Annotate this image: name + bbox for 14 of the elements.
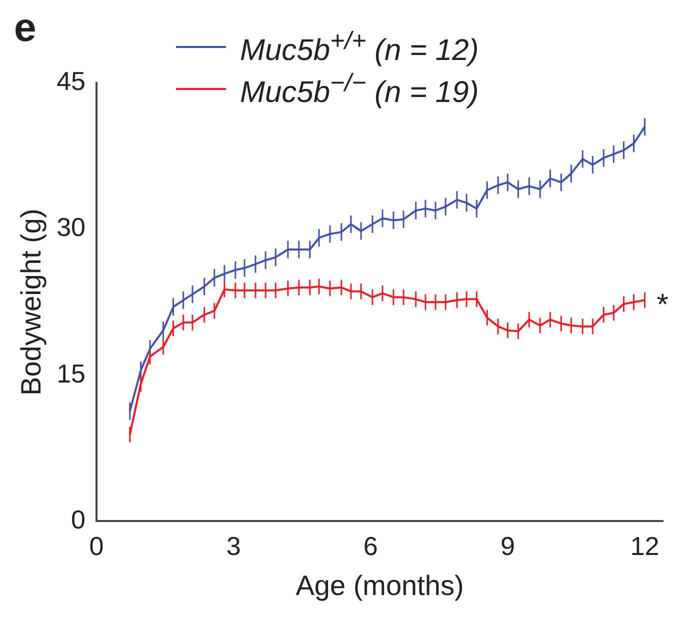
text: e xyxy=(14,6,36,50)
y-axis-title: Bodyweight (g) xyxy=(16,208,47,396)
y-tick-label: 30 xyxy=(56,212,86,242)
y-tick-label: 0 xyxy=(71,504,86,534)
legend-label: Muc5b$^{−/−}$ (n = 19) xyxy=(240,68,479,110)
y-tick-label: 45 xyxy=(56,66,86,96)
x-tick-label: 9 xyxy=(500,530,515,561)
x-tick-label: 3 xyxy=(226,530,241,561)
x-tick-label: 6 xyxy=(363,530,378,561)
y-tick-label: 15 xyxy=(56,358,86,388)
annotation: * xyxy=(656,288,669,322)
x-tick-label: 12 xyxy=(630,530,660,561)
x-axis-title: Age (months) xyxy=(296,570,464,601)
legend-label: Muc5b$^{+/+}$ (n = 12) xyxy=(240,26,479,68)
